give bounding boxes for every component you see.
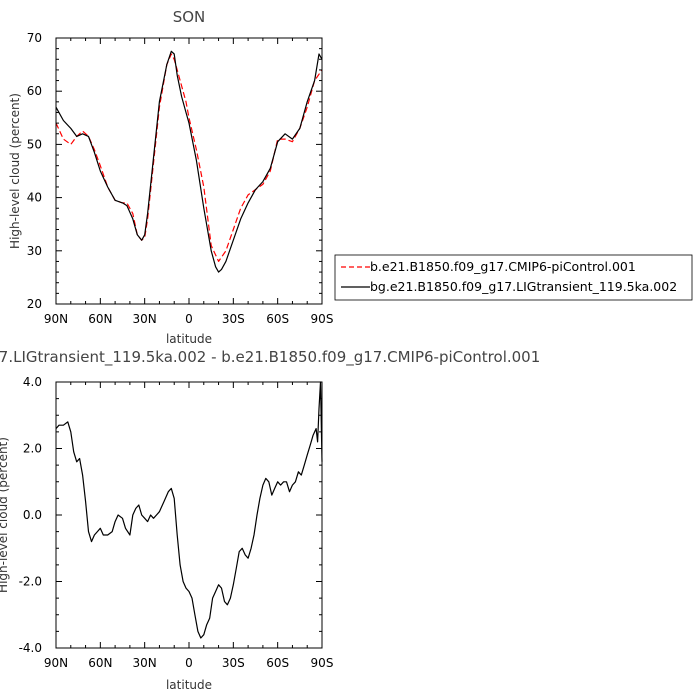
bottom-x-tick-label: 90S [311,656,334,670]
bottom-y-axis-title: High-level cloud (percent) [0,437,10,593]
top-y-tick-label: 40 [27,191,42,205]
top-x-tick-label: 0 [185,312,193,326]
top-x-tick-label: 30S [222,312,245,326]
bottom-chart: bg.e21.B1850.f09_g17.LIGtransient_119.5k… [0,348,540,692]
top-x-axis-title: latitude [166,332,212,346]
bottom-y-ticks: -4.0 -2.0 0.0 2.0 4.0 [19,375,322,655]
bottom-x-tick-label: 30N [133,656,157,670]
bottom-x-tick-label: 0 [185,656,193,670]
top-y-ticks: 20 30 40 50 60 70 [27,31,322,311]
bottom-chart-title: bg.e21.B1850.f09_g17.LIGtransient_119.5k… [0,348,540,367]
legend-label-control: b.e21.B1850.f09_g17.CMIP6-piControl.001 [370,259,636,274]
bottom-x-tick-label: 90N [44,656,68,670]
bottom-x-axis-title: latitude [166,678,212,692]
top-x-tick-label: 90N [44,312,68,326]
top-y-tick-label: 70 [27,31,42,45]
bottom-y-tick-label: -2.0 [19,575,42,589]
top-y-axis-title: High-level cloud (percent) [8,93,22,249]
top-plot-area [55,50,323,273]
top-x-tick-label: 30N [133,312,157,326]
top-x-tick-label: 60N [88,312,112,326]
top-chart-title: SON [173,8,206,26]
bottom-x-tick-label: 60S [266,656,289,670]
bottom-x-tick-label: 30S [222,656,245,670]
bottom-x-tick-label: 60N [88,656,112,670]
top-chart: SON High-level cloud (percent) latitude … [8,8,333,346]
top-plot-frame [55,37,323,305]
top-y-tick-label: 50 [27,137,42,151]
bottom-x-ticks: 90N 60N 30N 0 30S 60S 90S [44,382,334,670]
top-y-tick-label: 30 [27,244,42,258]
top-x-ticks: 90N 60N 30N 0 30S 60S 90S [44,38,334,326]
top-x-tick-label: 90S [311,312,334,326]
top-y-tick-label: 20 [27,297,42,311]
legend: b.e21.B1850.f09_g17.CMIP6-piControl.001 … [334,254,693,301]
top-series-line-1 [55,50,323,273]
bottom-y-tick-label: 0.0 [23,508,42,522]
legend-box [334,254,693,301]
top-y-tick-label: 60 [27,84,42,98]
bottom-y-tick-label: -4.0 [19,641,42,655]
legend-label-transient: bg.e21.B1850.f09_g17.LIGtransient_119.5k… [370,279,677,294]
top-x-tick-label: 60S [266,312,289,326]
bottom-plot-frame [55,381,323,649]
bottom-y-tick-label: 2.0 [23,442,42,456]
bottom-series-line-0 [55,381,323,639]
bottom-y-tick-label: 4.0 [23,375,42,389]
bottom-plot-area [55,381,323,639]
